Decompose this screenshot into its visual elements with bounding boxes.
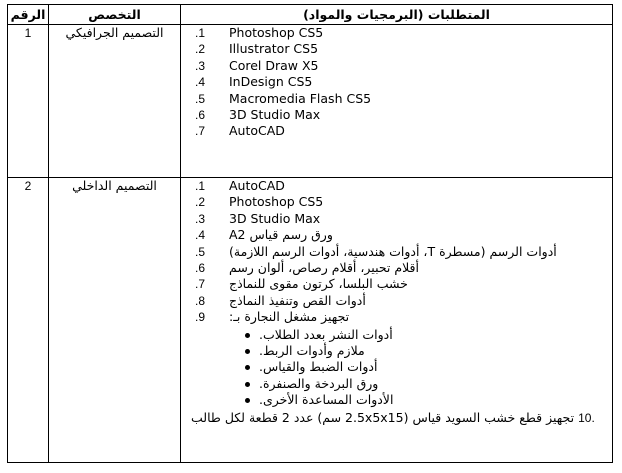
item-text: 3D Studio Max — [229, 107, 321, 123]
bullet-icon — [245, 398, 250, 404]
sub-item-text: أدوات الضبط والقياس. — [259, 359, 378, 375]
list-item: .1 AutoCAD — [181, 178, 612, 194]
number-cell-row1: 1 — [7, 24, 49, 178]
specialization-cell-row2: التصميم الداخلي — [48, 177, 181, 463]
item-text: تجهيز قطع خشب السويد قياس (2.5x5x15 سم) … — [191, 409, 575, 425]
list-item: .2 Photoshop CS5 — [181, 194, 612, 210]
item-marker: .9 — [195, 310, 206, 325]
table-header: المتطلبات (البرمجيات والمواد) التخصص الر… — [7, 4, 613, 25]
item-text: خشب البلسا، كرتون مقوى للنماذج — [229, 276, 408, 292]
item-marker: .4 — [195, 75, 206, 90]
item-marker: .3 — [195, 58, 206, 73]
list-item: .7 خشب البلسا، كرتون مقوى للنماذج — [181, 276, 612, 292]
list-item: .3 Corel Draw X5 — [181, 58, 612, 74]
list-item: .2 Illustrator CS5 — [181, 41, 612, 57]
item-text: أدوات الرسم (مسطرة T، أدوات هندسية، أدوا… — [229, 243, 557, 259]
carpentry-sub-list: أدوات النشر بعدد الطلاب. ملازم وأدوات ال… — [181, 327, 612, 409]
item-marker: .7 — [195, 277, 206, 292]
item-text: AutoCAD — [229, 123, 285, 139]
list-item: أدوات النشر بعدد الطلاب. — [181, 327, 612, 343]
item-text: ورق رسم قياس A2 — [229, 227, 333, 243]
item-marker: .6 — [195, 108, 206, 123]
header-specialization: التخصص — [48, 4, 181, 25]
list-item: ملازم وأدوات الربط. — [181, 343, 612, 359]
item-marker: .8 — [195, 293, 206, 308]
number-cell-row2: 2 — [7, 177, 49, 463]
table-header-row: المتطلبات (البرمجيات والمواد) التخصص الر… — [7, 4, 613, 25]
list-item: أدوات الضبط والقياس. — [181, 359, 612, 375]
item-marker: .3 — [195, 211, 206, 226]
item-text: Photoshop CS5 — [229, 194, 324, 210]
item-text: Illustrator CS5 — [229, 41, 319, 57]
list-item: .5 أدوات الرسم (مسطرة T، أدوات هندسية، أ… — [181, 244, 612, 260]
item-text: تجهيز مشغل النجارة بـ: — [229, 309, 350, 325]
header-number: الرقم — [7, 4, 49, 25]
item-text: AutoCAD — [229, 178, 285, 193]
item-marker: .7 — [195, 124, 206, 139]
bullet-icon — [245, 381, 250, 387]
item-marker: .2 — [195, 195, 206, 210]
header-requirements: المتطلبات (البرمجيات والمواد) — [180, 4, 613, 25]
item-text: Photoshop CS5 — [229, 25, 324, 40]
requirements-cell-row2: .1 AutoCAD .2 Photoshop CS5 .3 3D Studio… — [180, 177, 613, 463]
requirements-list-row1: .1 Photoshop CS5 .2 Illustrator CS5 .3 C… — [181, 25, 612, 140]
bullet-icon — [245, 365, 250, 371]
item-marker: .1 — [195, 179, 206, 193]
list-item-10: .10 تجهيز قطع خشب السويد قياس (2.5x5x15 … — [181, 410, 612, 426]
list-item: .6 أقلام تحبير، أقلام رصاص، ألوان رسم — [181, 260, 612, 276]
specialization-cell-row1: التصميم الجرافيكي — [48, 24, 181, 178]
requirements-list-row2: .1 AutoCAD .2 Photoshop CS5 .3 3D Studio… — [181, 178, 612, 326]
sub-item-text: ملازم وأدوات الربط. — [259, 343, 365, 359]
table-row: .1 Photoshop CS5 .2 Illustrator CS5 .3 C… — [7, 24, 613, 178]
item-marker: .10 — [578, 410, 595, 425]
item-text: 3D Studio Max — [229, 210, 321, 226]
list-item: .8 أدوات القص وتنفيذ النماذج — [181, 293, 612, 309]
item-marker: .5 — [195, 91, 206, 106]
item-text: Corel Draw X5 — [229, 57, 319, 73]
list-item: ورق البردخة والصنفرة. — [181, 376, 612, 392]
list-item: .1 Photoshop CS5 — [181, 25, 612, 41]
item-marker: .4 — [195, 228, 206, 243]
bullet-icon — [245, 332, 250, 338]
list-item: .4 ورق رسم قياس A2 — [181, 227, 612, 243]
item-text: أدوات القص وتنفيذ النماذج — [229, 292, 366, 308]
list-item: .9 تجهيز مشغل النجارة بـ: — [181, 309, 612, 325]
item-marker: .5 — [195, 244, 206, 259]
item-marker: .1 — [195, 26, 206, 40]
list-item: الأدوات المساعدة الأخرى. — [181, 392, 612, 408]
table-row: .1 AutoCAD .2 Photoshop CS5 .3 3D Studio… — [7, 177, 613, 463]
list-item: .5 Macromedia Flash CS5 — [181, 91, 612, 107]
list-item: .3 3D Studio Max — [181, 211, 612, 227]
item-text: InDesign CS5 — [229, 74, 313, 90]
list-item: .6 3D Studio Max — [181, 107, 612, 123]
requirements-cell-row1: .1 Photoshop CS5 .2 Illustrator CS5 .3 C… — [180, 24, 613, 178]
requirements-table: المتطلبات (البرمجيات والمواد) التخصص الر… — [7, 4, 613, 463]
sub-item-text: ورق البردخة والصنفرة. — [259, 375, 379, 391]
list-item: .7 AutoCAD — [181, 123, 612, 139]
bullet-icon — [245, 349, 250, 355]
item-marker: .6 — [195, 261, 206, 276]
item-text: أقلام تحبير، أقلام رصاص، ألوان رسم — [229, 260, 420, 276]
sub-item-text: الأدوات المساعدة الأخرى. — [259, 392, 394, 408]
list-item: .4 InDesign CS5 — [181, 74, 612, 90]
table-body: .1 Photoshop CS5 .2 Illustrator CS5 .3 C… — [7, 24, 613, 463]
sub-item-text: أدوات النشر بعدد الطلاب. — [259, 326, 393, 342]
item-marker: .2 — [195, 42, 206, 57]
item-text: Macromedia Flash CS5 — [229, 90, 372, 106]
